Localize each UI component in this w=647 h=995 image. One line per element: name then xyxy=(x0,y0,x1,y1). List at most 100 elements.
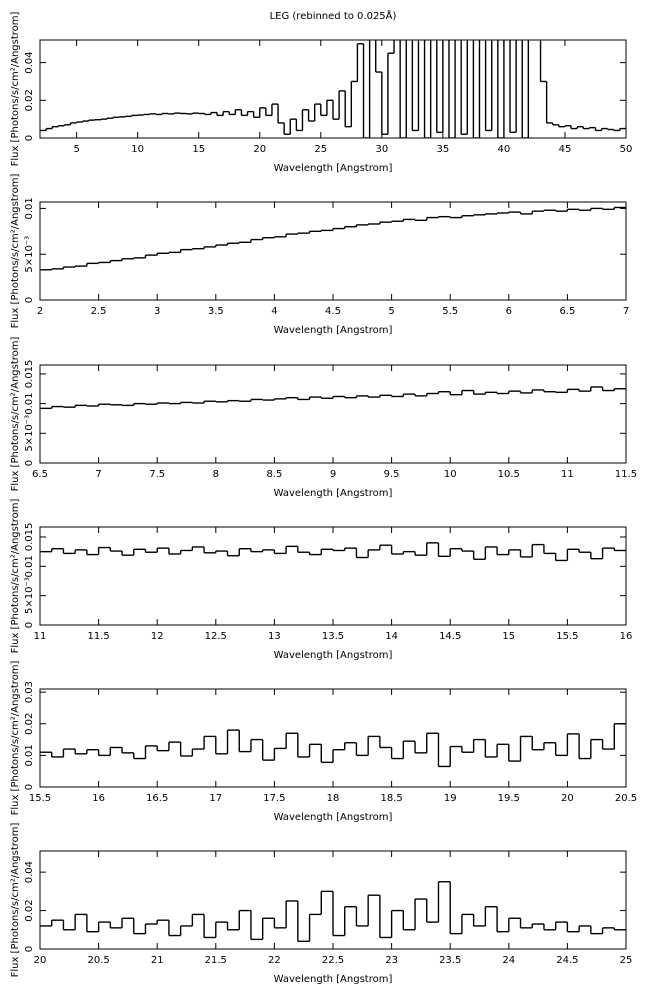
y-axis-title: Flux [Photons/s/cm²/Angstrom] xyxy=(10,661,21,816)
y-tick-label: 0.01 xyxy=(24,744,35,766)
plot-frame xyxy=(39,201,627,301)
x-tick-label: 9 xyxy=(330,469,336,480)
x-tick-label: 50 xyxy=(620,144,633,155)
x-tick-label: 15.5 xyxy=(556,631,578,642)
y-axis-title: Flux [Photons/s/cm²/Angstrom] xyxy=(10,174,21,329)
plot-frame xyxy=(39,526,627,626)
x-tick-label: 7 xyxy=(95,469,101,480)
y-tick-label: 0 xyxy=(24,946,35,952)
x-tick-label: 20.5 xyxy=(87,955,109,966)
x-tick-label: 20 xyxy=(253,144,266,155)
series xyxy=(40,206,626,271)
x-tick-label: 18 xyxy=(327,793,340,804)
x-tick-label: 3.5 xyxy=(208,306,224,317)
x-tick-label: 4.5 xyxy=(325,306,341,317)
panel: 5 10 15 20 25 30 35 40 45 50 0 0.02 0.04 Wavelength [… xyxy=(10,12,632,174)
x-tick-label: 18.5 xyxy=(380,793,402,804)
plot-frame xyxy=(39,688,627,788)
x-axis-title: Wavelength [Angstrom] xyxy=(274,650,393,661)
x-tick-label: 2 xyxy=(37,306,43,317)
x-tick-label: 11 xyxy=(561,469,574,480)
x-tick-label: 19.5 xyxy=(498,793,520,804)
series xyxy=(40,723,626,768)
panel: 2 2.5 3 3.5 4 4.5 5 5.5 6 6.5 7 0 5×10⁻³ 0.01 Waveleng… xyxy=(10,174,629,336)
x-tick-label: 8 xyxy=(213,469,219,480)
x-tick-label: 6.5 xyxy=(32,469,48,480)
x-tick-label: 16 xyxy=(620,631,633,642)
x-tick-label: 20 xyxy=(561,793,574,804)
series xyxy=(40,386,626,410)
plot-frame xyxy=(39,364,627,464)
y-tick-label: 0.04 xyxy=(24,861,35,883)
y-tick-label: 0.015 xyxy=(24,523,35,552)
x-tick-label: 16 xyxy=(92,793,105,804)
x-tick-label: 30 xyxy=(375,144,388,155)
x-tick-label: 24.5 xyxy=(556,955,578,966)
y-tick-label: 0.01 xyxy=(24,197,35,219)
x-tick-label: 21 xyxy=(151,955,164,966)
x-tick-label: 6 xyxy=(506,306,512,317)
y-tick-label: 0.01 xyxy=(24,555,35,577)
x-tick-label: 6.5 xyxy=(559,306,575,317)
x-tick-label: 8.5 xyxy=(266,469,282,480)
panel: 11 11.5 12 12.5 13 13.5 14 14.5 15 15.5 1605×10⁻³0… xyxy=(10,499,632,661)
x-tick-label: 10 xyxy=(131,144,144,155)
y-axis-title: Flux [Photons/s/cm²/Angstrom] xyxy=(10,12,21,167)
x-tick-label: 11.5 xyxy=(615,469,637,480)
x-tick-label: 10.5 xyxy=(498,469,520,480)
panel: 6.5 7 7.5 8 8.5 9 9.5 10 10.5 11 11.5 0 5×10⁻³0.01 0.… xyxy=(10,337,637,499)
x-tick-label: 20.5 xyxy=(615,793,637,804)
x-tick-label: 21.5 xyxy=(205,955,227,966)
step-riser xyxy=(51,207,615,270)
x-tick-label: 17 xyxy=(209,793,222,804)
x-tick-label: 17.5 xyxy=(263,793,285,804)
x-axis-title: Wavelength [Angstrom] xyxy=(274,163,393,174)
x-tick-label: 35 xyxy=(437,144,450,155)
x-tick-label: 16.5 xyxy=(146,793,168,804)
y-tick-label: 5×10⁻³ xyxy=(24,236,35,273)
y-axis-title: Flux [Photons/s/cm²/Angstrom] xyxy=(10,823,21,978)
x-tick-label: 13.5 xyxy=(322,631,344,642)
x-tick-label: 4 xyxy=(271,306,277,317)
y-axis-title: Flux [Photons/s/cm²/Angstrom] xyxy=(10,499,21,654)
y-tick-label: 0.02 xyxy=(24,713,35,735)
x-tick-label: 22.5 xyxy=(322,955,344,966)
x-tick-label: 2.5 xyxy=(91,306,107,317)
plot-frame xyxy=(39,850,627,950)
y-tick-label: 0.01 xyxy=(24,392,35,414)
x-tick-label: 5 xyxy=(73,144,79,155)
x-tick-label: 25 xyxy=(314,144,327,155)
plot-frame xyxy=(39,39,627,139)
x-tick-label: 7.5 xyxy=(149,469,165,480)
x-tick-label: 23.5 xyxy=(439,955,461,966)
x-tick-label: 45 xyxy=(559,144,572,155)
x-tick-label: 7 xyxy=(623,306,629,317)
x-tick-label: 25 xyxy=(620,955,633,966)
x-tick-label: 14.5 xyxy=(439,631,461,642)
x-tick-label: 15.5 xyxy=(29,793,51,804)
x-tick-label: 14 xyxy=(385,631,398,642)
x-axis-title: Wavelength [Angstrom] xyxy=(274,812,393,823)
x-axis-title: Wavelength [Angstrom] xyxy=(274,974,393,985)
x-tick-label: 23 xyxy=(385,955,398,966)
x-tick-label: 24 xyxy=(502,955,515,966)
y-tick-label: 0.03 xyxy=(24,681,35,703)
y-tick-label: 0.04 xyxy=(24,51,35,73)
x-tick-label: 15 xyxy=(502,631,515,642)
step-riser xyxy=(45,40,621,138)
series xyxy=(40,542,626,562)
x-tick-label: 11.5 xyxy=(87,631,109,642)
y-tick-label: 0.02 xyxy=(24,89,35,111)
x-tick-label: 22 xyxy=(268,955,281,966)
x-tick-label: 13 xyxy=(268,631,281,642)
y-tick-label: 0 xyxy=(24,460,35,466)
x-tick-label: 11 xyxy=(34,631,47,642)
step-riser xyxy=(51,542,615,561)
x-tick-label: 5.5 xyxy=(442,306,458,317)
x-tick-label: 3 xyxy=(154,306,160,317)
y-tick-label: 5×10⁻³ xyxy=(24,577,35,614)
y-tick-label: 0 xyxy=(24,622,35,628)
step-riser xyxy=(51,723,615,767)
x-axis-title: Wavelength [Angstrom] xyxy=(274,325,393,336)
